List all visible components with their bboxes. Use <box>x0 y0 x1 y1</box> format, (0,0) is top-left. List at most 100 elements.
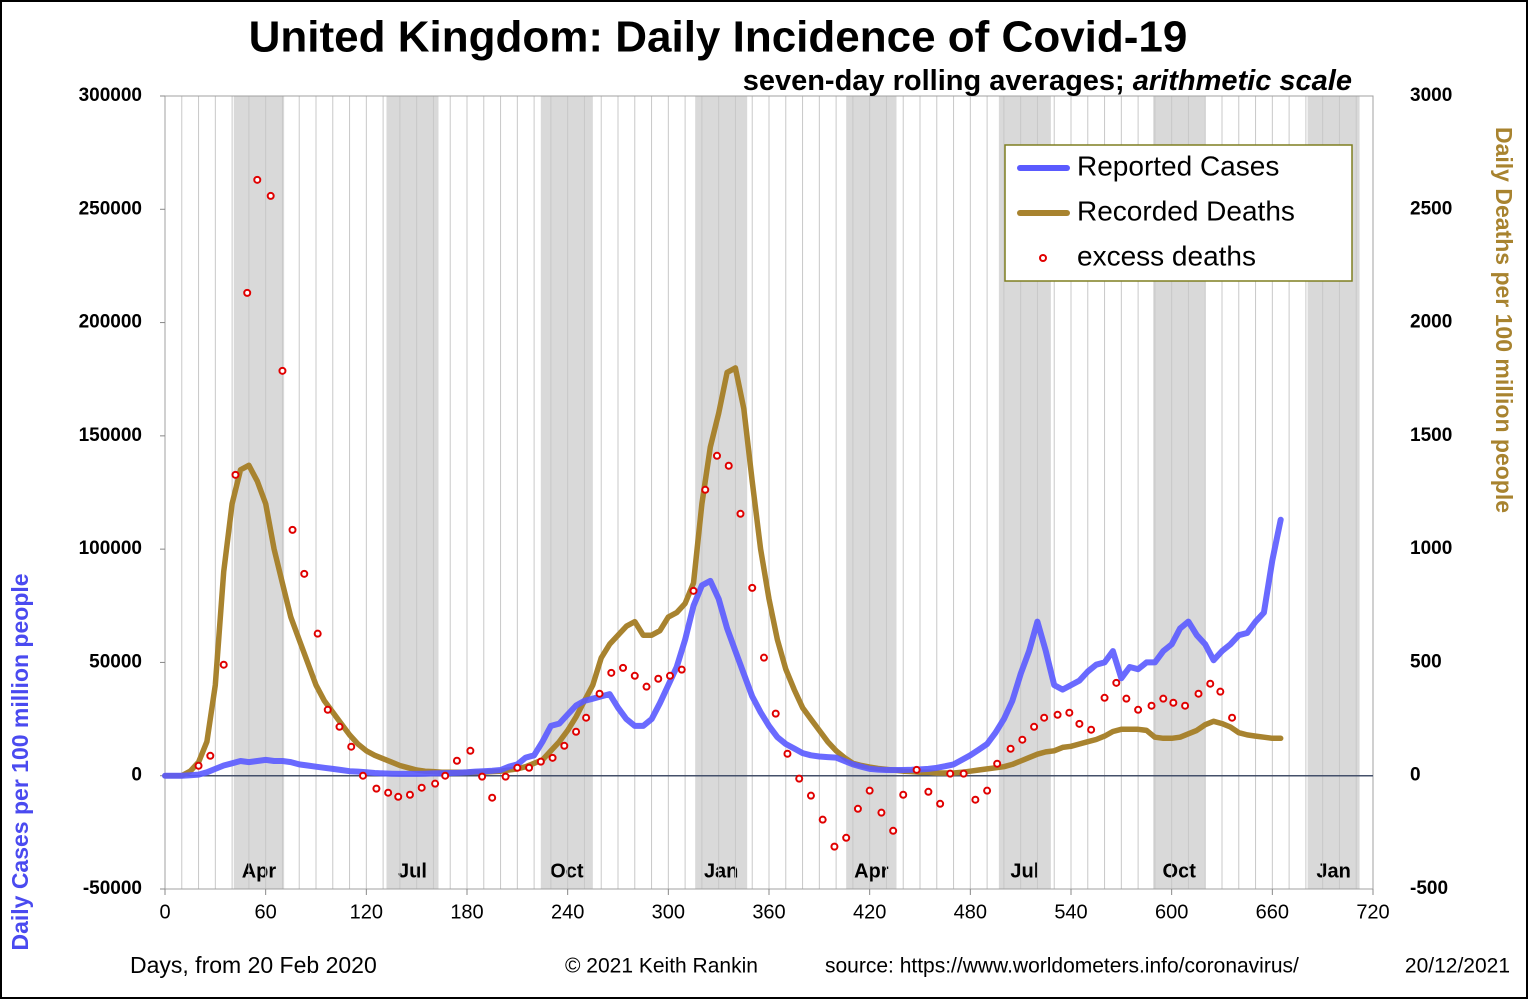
excess-point <box>853 804 862 813</box>
band-label: Apr <box>854 860 889 882</box>
excess-point <box>560 741 569 750</box>
y-tick-label: 250000 <box>79 198 142 219</box>
y2-tick-label: 1000 <box>1410 538 1452 559</box>
chart-title: United Kingdom: Daily Incidence of Covid… <box>249 13 1188 62</box>
band-label: Jan <box>704 860 738 882</box>
excess-point <box>783 749 792 758</box>
excess-point <box>619 663 628 672</box>
excess-point <box>231 470 240 479</box>
y2-tick-label: 0 <box>1410 765 1421 786</box>
band-label: Apr <box>242 860 277 882</box>
x-tick-label: 540 <box>1054 901 1087 923</box>
excess-point <box>924 787 933 796</box>
x-tick-label: 660 <box>1256 901 1289 923</box>
legend-label: excess deaths <box>1077 240 1256 271</box>
x-tick-label: 420 <box>853 901 886 923</box>
x-tick-label: 240 <box>551 901 584 923</box>
excess-point <box>1030 722 1039 731</box>
excess-point <box>1100 693 1109 702</box>
labels: United Kingdom: Daily Incidence of Covid… <box>7 13 1517 978</box>
excess-point <box>536 757 545 766</box>
excess-point <box>759 653 768 662</box>
x-tick-label: 600 <box>1155 901 1188 923</box>
excess-point <box>936 799 945 808</box>
excess-point <box>946 769 955 778</box>
y2-tick-label: 2500 <box>1410 198 1452 219</box>
source: source: https://www.worldometers.info/co… <box>825 955 1299 978</box>
x-tick-label: 120 <box>350 901 383 923</box>
grid: 0 60 120 180 240 300 360 420 480 540 600 660 720 -500… <box>79 85 1453 923</box>
excess-point <box>889 826 898 835</box>
band-label: Jan <box>1316 860 1350 882</box>
marks <box>162 175 1284 851</box>
excess-point <box>630 671 639 680</box>
excess-point <box>1112 678 1121 687</box>
excess-point <box>582 713 591 722</box>
y-tick-label: 0 <box>131 765 142 786</box>
excess-point <box>452 756 461 765</box>
excess-point <box>1228 713 1237 722</box>
excess-point <box>642 682 651 691</box>
excess-point <box>607 668 616 677</box>
x-tick-label: 0 <box>159 901 170 923</box>
excess-point <box>1169 698 1178 707</box>
x-tick-label: 480 <box>954 901 987 923</box>
y2-tick-label: 1500 <box>1410 425 1452 446</box>
excess-point <box>405 790 414 799</box>
excess-point <box>441 771 450 780</box>
y2-tick-label: 2000 <box>1410 312 1452 333</box>
excess-point <box>206 751 215 760</box>
subtitle-emphasis: arithmetic scale <box>1133 65 1352 97</box>
excess-point <box>1147 701 1156 710</box>
series-line <box>162 365 1284 779</box>
excess-point <box>219 660 228 669</box>
band-label: Jul <box>1010 860 1039 882</box>
excess-point <box>993 759 1002 768</box>
excess-point <box>572 727 581 736</box>
legend-label: Reported Cases <box>1077 150 1279 181</box>
excess-point <box>689 586 698 595</box>
excess-point <box>701 485 710 494</box>
legend-swatch <box>1039 254 1047 262</box>
excess-point <box>877 808 886 817</box>
excess-point <box>724 461 733 470</box>
excess-point <box>417 783 426 792</box>
band-label: Oct <box>550 860 584 882</box>
y2-tick-label: -500 <box>1410 878 1448 899</box>
subtitle: seven-day rolling averages; <box>743 65 1133 97</box>
x-axis-label: Days, from 20 Feb 2020 <box>130 952 377 978</box>
excess-point <box>654 674 663 683</box>
excess-point <box>899 790 908 799</box>
month-band <box>846 96 897 889</box>
excess-point <box>384 788 393 797</box>
excess-point <box>959 769 968 778</box>
excess-point <box>1216 687 1225 696</box>
excess-point <box>806 791 815 800</box>
excess-point <box>278 366 287 375</box>
excess-point <box>1122 694 1131 703</box>
excess-point <box>358 771 367 780</box>
month-band <box>386 96 439 889</box>
y-tick-label: 100000 <box>79 538 142 559</box>
month-band <box>540 96 593 889</box>
credit: © 2021 Keith Rankin <box>565 955 758 978</box>
excess-point <box>372 784 381 793</box>
band-label: Oct <box>1163 860 1197 882</box>
excess-point <box>595 689 604 698</box>
legend-label: Recorded Deaths <box>1077 195 1295 226</box>
band-label: Jul <box>398 860 427 882</box>
excess-point <box>818 815 827 824</box>
x-tick-label: 720 <box>1356 901 1389 923</box>
excess-point <box>466 746 475 755</box>
excess-point <box>501 772 510 781</box>
excess-point <box>194 761 203 770</box>
excess-point <box>513 763 522 772</box>
excess-point <box>488 793 497 802</box>
excess-point <box>830 842 839 851</box>
excess-point <box>548 753 557 762</box>
excess-point <box>1087 725 1096 734</box>
excess-point <box>1006 744 1015 753</box>
excess-point <box>1075 719 1084 728</box>
excess-point <box>323 705 332 714</box>
